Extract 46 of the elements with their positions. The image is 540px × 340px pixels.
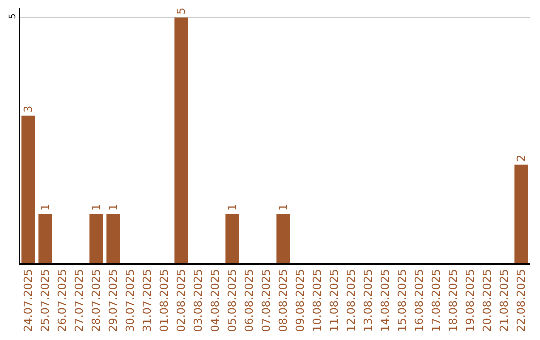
x-tick-label: 17.08.2025 (430, 269, 444, 332)
x-tick-label: 19.08.2025 (464, 269, 478, 332)
data-label: 1 (107, 204, 120, 211)
x-tick-label: 21.08.2025 (498, 269, 512, 332)
x-tick-label: 25.07.2025 (39, 269, 52, 332)
bar (106, 214, 120, 263)
data-label: 1 (226, 204, 239, 211)
x-tick-label: 02.08.2025 (175, 269, 188, 332)
x-tick-label: 12.08.2025 (345, 269, 358, 332)
bar (174, 18, 188, 263)
x-tick-label: 05.08.2025 (226, 269, 240, 332)
x-tick-label: 22.08.2025 (515, 269, 528, 332)
x-tick-label: 31.07.2025 (141, 269, 154, 332)
data-label: 5 (175, 8, 188, 15)
bar (38, 214, 52, 263)
bar (90, 214, 104, 263)
data-label: 2 (515, 154, 528, 162)
x-tick-label: 06.08.2025 (243, 269, 256, 332)
data-label: 1 (39, 204, 52, 211)
x-tick-label: 26.07.2025 (56, 269, 70, 332)
x-tick-label: 13.08.2025 (362, 269, 376, 332)
x-tick-label: 29.07.2025 (107, 269, 120, 332)
x-tick-label: 16.08.2025 (413, 269, 426, 332)
x-tick-label: 10.08.2025 (311, 269, 324, 332)
data-label: 1 (90, 204, 103, 211)
x-tick-label: 30.07.2025 (124, 269, 138, 332)
x-tick-label: 08.08.2025 (277, 269, 290, 332)
x-tick-label: 11.08.2025 (328, 269, 342, 332)
data-label: 1 (277, 204, 290, 211)
x-tick-label: 24.07.2025 (22, 269, 36, 332)
x-tick-label: 07.08.2025 (260, 269, 274, 332)
x-tick-label: 20.08.2025 (481, 269, 494, 332)
x-tick-label: 15.08.2025 (396, 269, 410, 332)
x-tick-label: 04.08.2025 (209, 269, 222, 332)
x-tick-label: 01.08.2025 (158, 269, 172, 332)
x-tick-label: 18.08.2025 (447, 269, 460, 332)
x-tick-label: 14.08.2025 (379, 269, 392, 332)
x-tick-label: 09.08.2025 (294, 269, 308, 332)
x-tick-label: 03.08.2025 (192, 269, 206, 332)
x-tick-label: 27.07.2025 (73, 269, 86, 332)
x-tick-label: 28.07.2025 (90, 269, 104, 332)
bar (22, 116, 36, 263)
bar (514, 164, 528, 263)
data-label: 3 (22, 106, 35, 113)
bar (276, 214, 290, 263)
bar (226, 214, 240, 263)
